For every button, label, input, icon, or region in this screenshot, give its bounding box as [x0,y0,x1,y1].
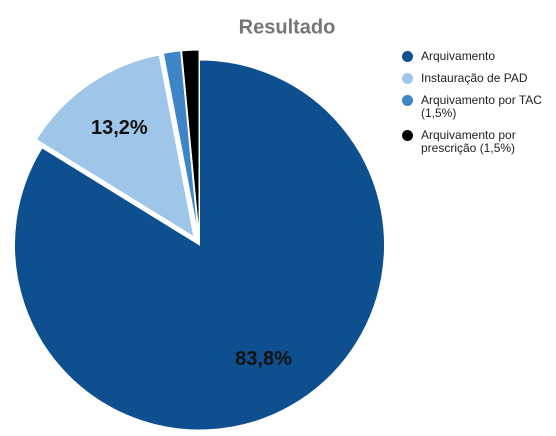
data-label: 13,2% [91,117,148,139]
legend-label: Arquivamento por prescrição (1,5%) [421,128,516,155]
legend-label: Instauração de PAD [421,71,528,85]
pie-slice [14,59,385,431]
legend-marker [402,73,413,84]
pie-slice [162,50,199,236]
legend-label: Arquivamento por TAC (1,5%) [421,93,542,120]
legend-item: Instauração de PAD [402,72,542,85]
legend-item: Arquivamento por prescrição (1,5%) [402,129,542,155]
legend-item: Arquivamento [402,50,542,63]
legend-marker [402,130,413,141]
legend-marker [402,95,413,106]
legend: Arquivamento Instauração de PAD Arquivamen… [402,50,542,164]
legend-item: Arquivamento por TAC (1,5%) [402,94,542,120]
pie-slice [35,54,195,238]
pie-slice [181,49,200,236]
legend-marker [402,51,413,62]
chart-title: Resultado [239,16,336,38]
data-label: 83,8% [235,348,292,370]
legend-label: Arquivamento [421,49,496,63]
